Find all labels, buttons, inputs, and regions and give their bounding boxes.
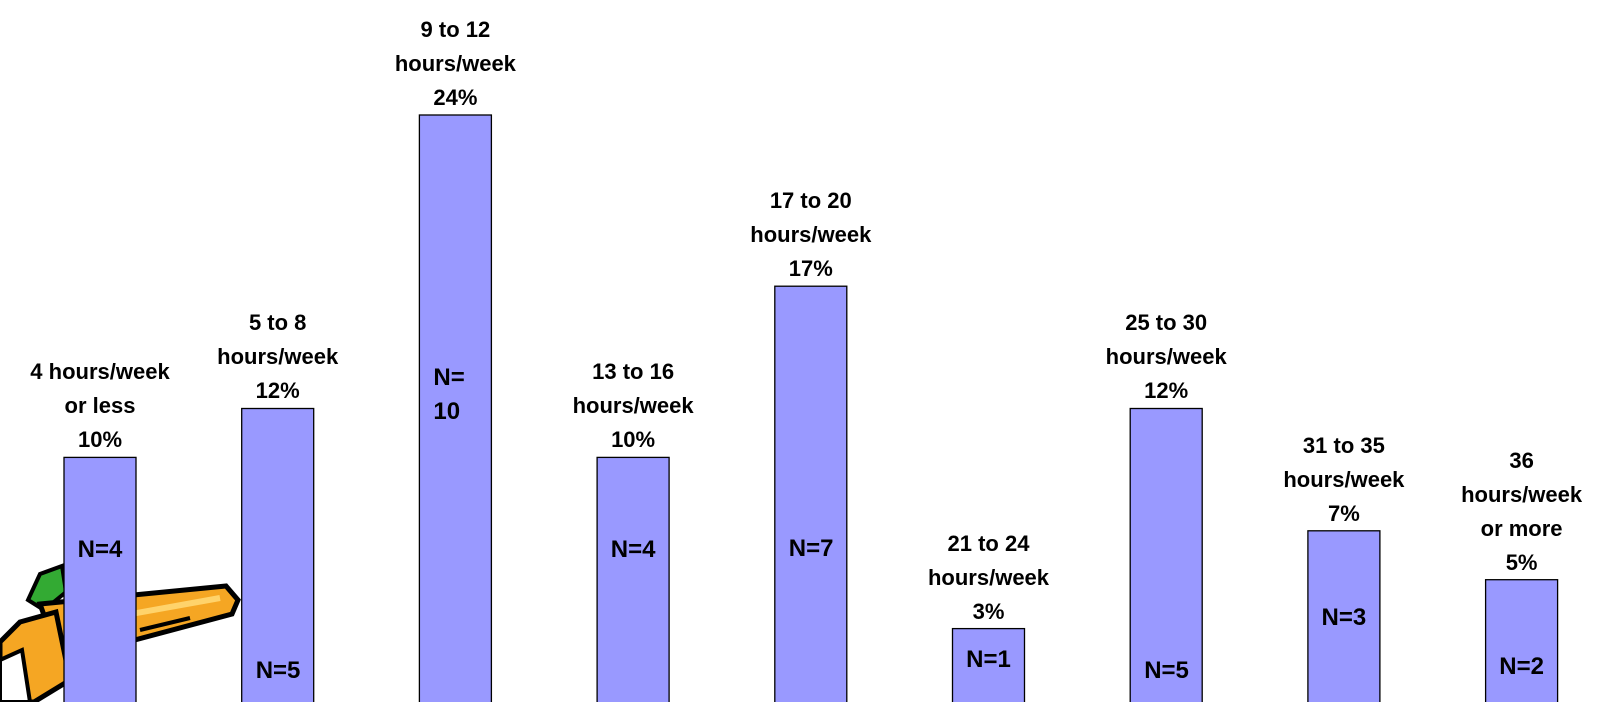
- percent-label: 24%: [433, 84, 478, 110]
- count-label-5: N=7: [788, 535, 834, 563]
- bar-4: [596, 456, 670, 702]
- count-label-1: N=4: [77, 536, 123, 563]
- category-label-line: hours/week: [927, 564, 1050, 590]
- percent-label: 12%: [1144, 378, 1189, 404]
- category-label-line: or less: [64, 393, 136, 419]
- category-label-line: 13 to 16: [592, 359, 675, 385]
- bar-data-label-1: 4 hours/week or less 10%: [30, 355, 169, 457]
- count-label-6: N=1: [966, 645, 1011, 673]
- category-label-line: 4 hours/week: [30, 359, 170, 385]
- category-label-line: or more: [1480, 515, 1563, 541]
- percent-label: 12%: [255, 378, 300, 404]
- bar-6: [951, 627, 1026, 702]
- bar-data-label-3: 9 to 12 hours/week 24%: [395, 13, 516, 115]
- category-label-line: hours/week: [1283, 466, 1405, 492]
- bar-7: [1129, 407, 1203, 702]
- percent-label: 10%: [611, 427, 656, 453]
- bar-data-label-7: 25 to 30 hours/week 12%: [1106, 306, 1227, 408]
- count-label-4: N=4: [610, 536, 656, 563]
- bar-data-label-2: 5 to 8 hours/week 12%: [217, 306, 338, 408]
- percent-label: 17%: [788, 256, 833, 282]
- category-label-line: 17 to 20: [769, 188, 852, 214]
- bar-3: [418, 114, 493, 702]
- percent-label: 10%: [77, 427, 123, 453]
- category-label-line: 5 to 8: [248, 310, 307, 336]
- category-label-line: 21 to 24: [947, 530, 1030, 556]
- count-label-2: N=5: [255, 657, 301, 685]
- category-label-line: hours/week: [572, 393, 694, 419]
- category-label-line: 25 to 30: [1125, 310, 1208, 336]
- category-label-line: 9 to 12: [420, 16, 491, 42]
- category-label-line: hours/week: [394, 50, 516, 76]
- bar-data-label-5: 17 to 20 hours/week 17%: [750, 184, 871, 286]
- count-label-9: N=2: [1499, 652, 1544, 680]
- count-label-8: N=3: [1321, 603, 1367, 631]
- category-label-line: hours/week: [1461, 481, 1583, 507]
- bar-data-label-8: 31 to 35 hours/week 7%: [1283, 429, 1404, 531]
- percent-label: 3%: [972, 598, 1005, 624]
- category-label-line: 36: [1509, 447, 1534, 473]
- category-label-line: hours/week: [750, 222, 872, 248]
- bar-data-label-4: 13 to 16 hours/week 10%: [573, 355, 694, 457]
- bar-5: [774, 285, 848, 702]
- category-label-line: 31 to 35: [1302, 432, 1385, 458]
- bar-8: [1307, 530, 1381, 702]
- bar-series: [63, 114, 1559, 702]
- bar-9: [1484, 579, 1559, 702]
- bar-data-label-9: 36 hours/week or more 5%: [1461, 444, 1582, 580]
- count-label-7: N=5: [1144, 657, 1189, 685]
- category-label-line: hours/week: [217, 344, 339, 370]
- count-label-3: N= 10: [433, 363, 465, 425]
- percent-label: 7%: [1327, 500, 1360, 526]
- bar-data-label-6: 21 to 24 hours/week 3%: [928, 527, 1049, 629]
- bar-1: [63, 456, 137, 702]
- bar-2: [241, 407, 315, 702]
- category-label-line: hours/week: [1105, 344, 1227, 370]
- percent-label: 5%: [1505, 549, 1538, 575]
